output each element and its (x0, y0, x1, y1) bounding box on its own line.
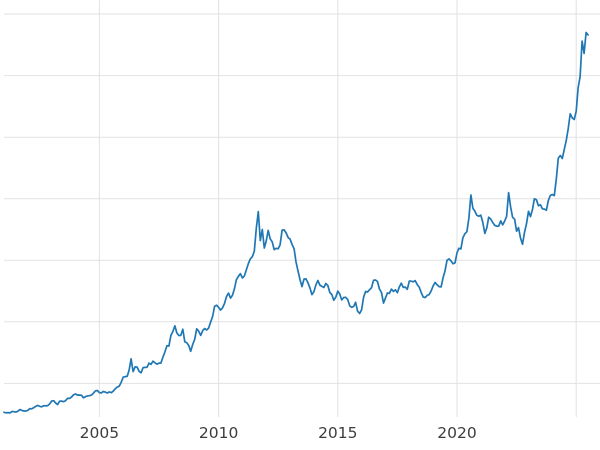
x-tick-label-2010: 2010 (199, 424, 238, 442)
price-line-series (3, 31, 589, 414)
x-tick-label-2005: 2005 (80, 424, 119, 442)
x-tick-label-2015: 2015 (318, 424, 357, 442)
x-tick-label-2020: 2020 (437, 424, 476, 442)
